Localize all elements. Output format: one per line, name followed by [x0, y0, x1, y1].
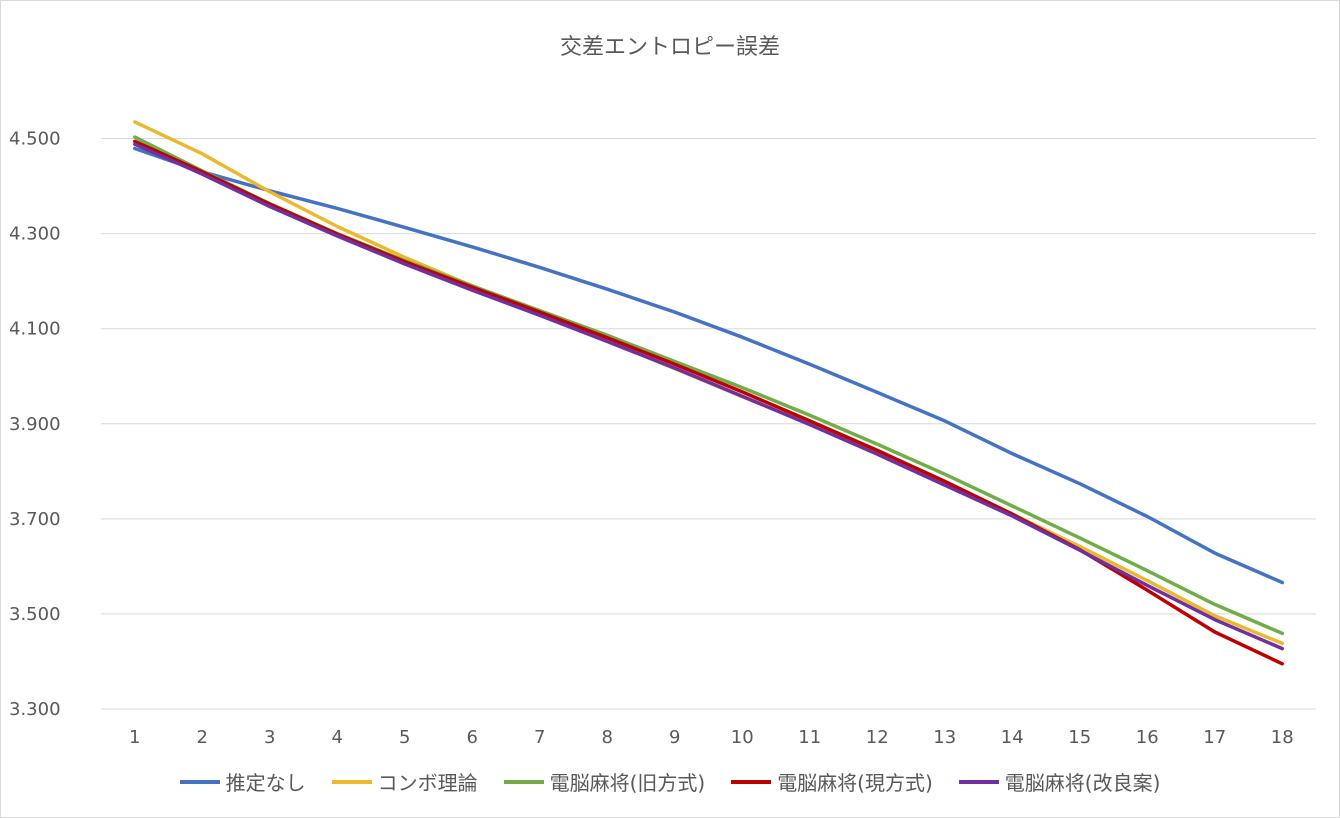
x-tick-label: 13	[933, 727, 956, 748]
y-tick-label: 4.300	[9, 224, 61, 245]
series-line-5	[133, 142, 1285, 651]
legend-label: 電脳麻将(旧方式)	[549, 771, 706, 795]
x-tick-label: 8	[602, 727, 613, 748]
x-tick-label: 6	[467, 727, 478, 748]
x-tick-label: 4	[332, 727, 343, 748]
legend-label: コンボ理論	[377, 771, 478, 795]
x-tick-label: 1	[129, 727, 140, 748]
x-tick-label: 7	[534, 727, 545, 748]
series-line-4	[133, 139, 1285, 666]
y-tick-label: 3.500	[9, 604, 61, 625]
x-tick-label: 17	[1203, 727, 1226, 748]
x-tick-label: 11	[798, 727, 821, 748]
y-tick-label: 4.500	[9, 129, 61, 150]
x-tick-label: 16	[1136, 727, 1159, 748]
legend: 推定なし コンボ理論 電脳麻将(旧方式) 電脳麻将(現方式) 電脳麻将(改良案)	[1, 767, 1339, 796]
legend-item: 電脳麻将(旧方式)	[503, 767, 706, 796]
legend-swatch	[179, 779, 220, 784]
x-tick-label: 5	[399, 727, 410, 748]
y-tick-label: 3.700	[9, 509, 61, 530]
legend-swatch	[331, 779, 372, 784]
legend-swatch	[503, 779, 544, 784]
legend-label: 推定なし	[225, 771, 306, 795]
legend-label: 電脳麻将(現方式)	[777, 771, 933, 795]
legend-swatch	[731, 779, 772, 784]
x-tick-label: 9	[669, 727, 680, 748]
x-tick-label: 10	[731, 727, 754, 748]
legend-swatch	[958, 779, 999, 784]
y-tick-label: 3.900	[9, 414, 61, 435]
legend-item: 推定なし	[179, 767, 306, 796]
x-tick-label: 2	[197, 727, 208, 748]
series-line-1	[133, 146, 1285, 585]
x-tick-label: 14	[1001, 727, 1024, 748]
x-tick-label: 12	[866, 727, 889, 748]
x-tick-label: 18	[1271, 727, 1294, 748]
y-tick-label: 4.100	[9, 319, 61, 340]
x-tick-label: 15	[1068, 727, 1091, 748]
legend-item: 電脳麻将(改良案)	[958, 767, 1161, 796]
y-tick-label: 3.300	[9, 699, 61, 720]
legend-item: コンボ理論	[331, 767, 478, 796]
legend-item: 電脳麻将(現方式)	[731, 767, 933, 796]
legend-label: 電脳麻将(改良案)	[1004, 771, 1161, 795]
chart-title: 交差エントロピー誤差	[559, 35, 780, 60]
x-tick-label: 3	[264, 727, 275, 748]
